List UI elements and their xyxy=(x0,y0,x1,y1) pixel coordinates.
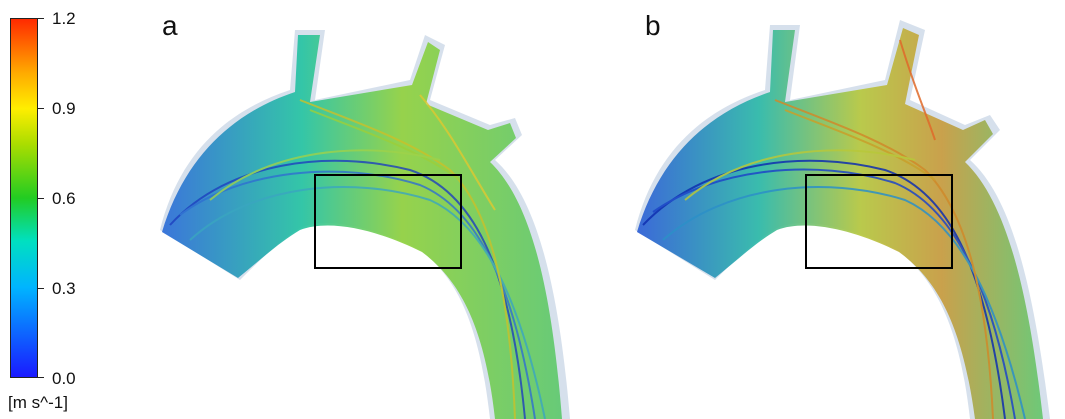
colorbar-tick-label: 0.9 xyxy=(52,99,76,118)
panel-label-b: b xyxy=(645,10,661,41)
colorbar-tick-label: 0.3 xyxy=(52,279,76,298)
aortic-streamline-panel-a xyxy=(160,30,570,419)
colorbar-tick xyxy=(38,18,44,19)
highlight-box-b xyxy=(805,174,953,269)
panel-label-a: a xyxy=(162,10,178,41)
colorbar-tick xyxy=(38,198,44,199)
colorbar-tick-label: 0.0 xyxy=(52,369,76,388)
colorbar-unit-label: [m s^-1] xyxy=(8,393,68,412)
velocity-colorbar xyxy=(10,18,38,378)
colorbar-tick xyxy=(38,288,44,289)
colorbar-tick-label: 1.2 xyxy=(52,9,76,28)
colorbar-tick-label: 0.6 xyxy=(52,189,76,208)
highlight-box-a xyxy=(314,174,462,269)
colorbar-tick xyxy=(38,108,44,109)
aortic-streamline-panel-b xyxy=(635,20,1050,419)
colorbar-tick xyxy=(38,377,44,378)
